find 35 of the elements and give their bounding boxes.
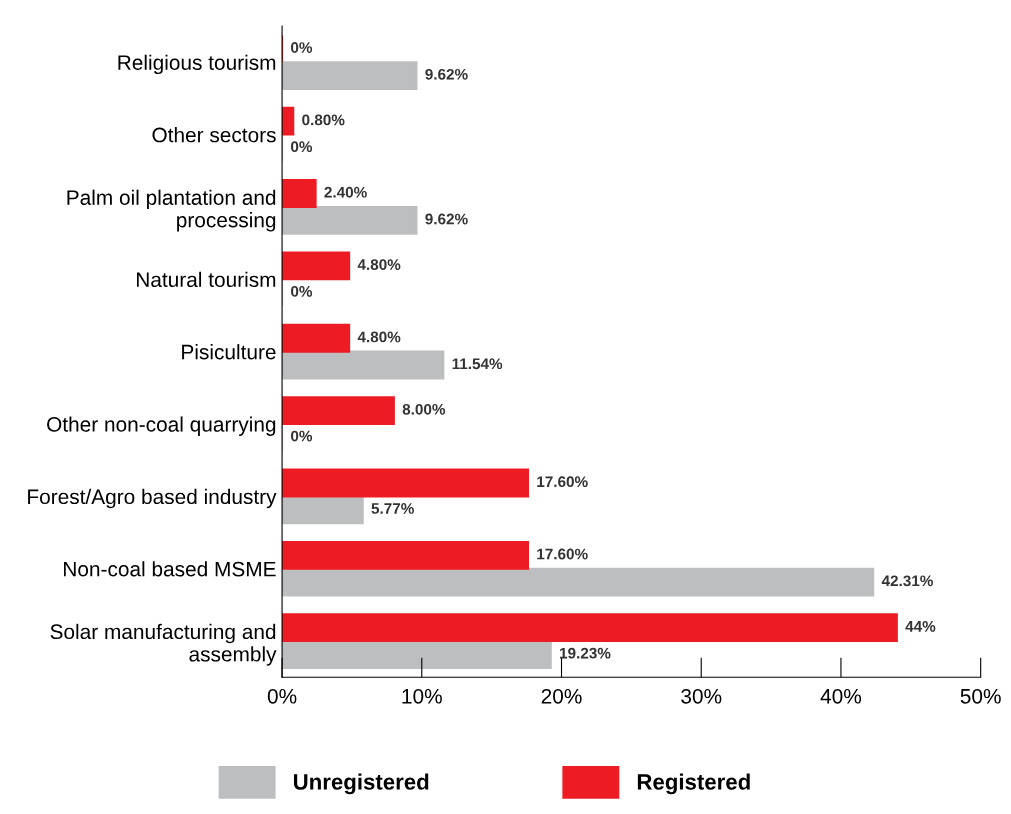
- data-label: 9.62%: [425, 213, 468, 225]
- data-label: 17.60%: [537, 476, 588, 488]
- data-label: 2.40%: [324, 186, 367, 198]
- data-label: 4.80%: [357, 259, 401, 271]
- y-tick-label: Non-coal based MSME: [64, 561, 276, 577]
- data-label: 19.23%: [560, 647, 611, 659]
- data-label: 5.77%: [371, 503, 414, 514]
- data-label: 0%: [291, 430, 313, 442]
- x-tick-label: 40%: [820, 688, 862, 704]
- x-tick-label: 50%: [960, 688, 1001, 704]
- x-tick-label: 0%: [267, 688, 297, 704]
- data-label: 44%: [905, 621, 936, 632]
- y-tick-label: Other sectors: [152, 127, 276, 143]
- y-tick-label: Other non-coal quarrying: [47, 416, 276, 436]
- data-label: 0.80%: [302, 114, 345, 126]
- legend-label: Registered: [637, 773, 750, 795]
- y-tick-label: Natural tourism: [136, 271, 276, 288]
- data-label: 42.31%: [881, 575, 933, 587]
- data-label: 8.00%: [402, 403, 446, 415]
- data-label: 17.60%: [537, 548, 588, 560]
- data-label: 0%: [291, 42, 313, 53]
- x-tick-label: 20%: [541, 688, 582, 704]
- data-label: 0%: [291, 285, 313, 297]
- y-tick-label: Solar manufacturing and assembly: [50, 623, 277, 666]
- legend-label: Unregistered: [293, 773, 429, 795]
- y-tick-label: Forest/Agro based industry: [28, 488, 277, 509]
- y-tick-label: Pisiculture: [182, 344, 276, 360]
- data-label: 0%: [291, 141, 313, 153]
- x-tick-label: 30%: [681, 688, 722, 704]
- data-label: 9.62%: [425, 68, 468, 80]
- data-label: 11.54%: [452, 358, 503, 370]
- x-tick-label: 10%: [402, 688, 442, 704]
- y-tick-label: Palm oil plantation and processing: [67, 189, 276, 232]
- y-tick-label: Religious tourism: [118, 54, 276, 75]
- data-label: 4.80%: [357, 331, 401, 343]
